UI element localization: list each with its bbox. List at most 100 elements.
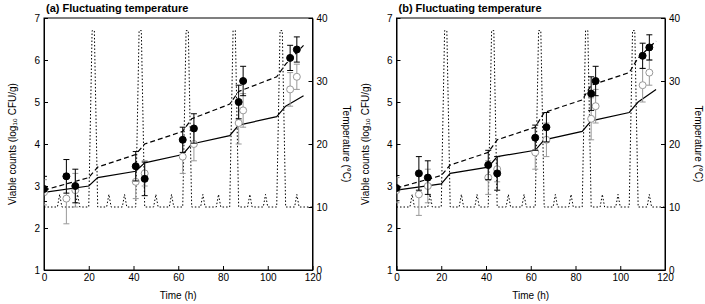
tick: 4 [34, 139, 48, 150]
error-bar [180, 127, 186, 152]
tick: 1 [387, 265, 401, 276]
plot-area [397, 31, 666, 216]
error-bar-segment [416, 156, 422, 157]
error-bar [640, 68, 646, 102]
data-point [179, 136, 186, 143]
error-bar-segment [425, 160, 431, 161]
error-bar-segment [287, 45, 293, 46]
data-point [240, 78, 247, 85]
data-point [141, 175, 148, 182]
error-bar [425, 161, 431, 195]
error-bar [416, 157, 422, 191]
tick-label: 20 [669, 139, 681, 150]
tick-label: 100 [612, 272, 629, 283]
tick: 40 [128, 266, 140, 283]
tick-label: 40 [128, 272, 140, 283]
series-line [397, 31, 666, 207]
y2-axis: 010203040 [661, 13, 681, 276]
tick: 40 [481, 266, 493, 283]
tick-label: 0 [42, 272, 48, 283]
error-bar-segment [593, 123, 599, 124]
tick-mark [661, 81, 665, 82]
tick-label: 4 [387, 139, 393, 150]
tick-label: 1 [387, 265, 393, 276]
error-bar-segment [494, 156, 500, 157]
tick: 3 [387, 181, 401, 192]
tick: 100 [260, 266, 277, 283]
chart-title: (a) Fluctuating temperature [46, 2, 188, 14]
x-axis-title: Time (h) [160, 290, 197, 301]
error-bar [532, 125, 538, 150]
data-point [532, 149, 539, 156]
tick-label: 2 [387, 223, 393, 234]
tick-mark [397, 144, 401, 145]
error-bar-segment [180, 152, 186, 153]
tick-mark [44, 270, 48, 271]
tick-mark [397, 60, 401, 61]
error-bar-segment [294, 62, 300, 63]
error-bar-segment [588, 139, 594, 140]
tick: 80 [218, 266, 230, 283]
error-bar-segment [646, 60, 652, 61]
data-point [287, 54, 294, 61]
tick: 2 [34, 223, 48, 234]
data-point [646, 44, 653, 51]
data-point [235, 99, 242, 106]
tick-mark [576, 266, 577, 270]
error-bar [294, 64, 300, 89]
tick-mark [44, 144, 48, 145]
data-point [485, 162, 492, 169]
y2-axis-title: Temperature (°C) [693, 106, 704, 183]
data-point [543, 124, 550, 131]
error-bar [593, 66, 599, 95]
tick: 80 [570, 266, 582, 283]
error-bar-segment [485, 179, 491, 180]
tick-mark [661, 18, 665, 19]
error-bar-segment [532, 150, 538, 151]
error-bar-segment [44, 176, 47, 177]
series-line [44, 96, 304, 193]
error-bar-segment [72, 207, 78, 208]
tick-mark [89, 266, 90, 270]
error-bar-segment [640, 102, 646, 103]
error-bar [287, 73, 293, 107]
tick: 30 [661, 76, 681, 87]
data-point [44, 185, 48, 192]
error-bar-segment [646, 60, 652, 61]
tick-label: 40 [317, 13, 329, 24]
chart-title: (b) Fluctuating temperature [399, 2, 542, 14]
error-bar-segment [543, 112, 549, 113]
tick: 20 [84, 266, 96, 283]
y-axis: 1234567 [34, 13, 48, 276]
chart-canvas: 0204060801001201234567010203040(a) Fluct… [0, 0, 705, 304]
error-bar-segment [485, 150, 491, 151]
error-bar [646, 60, 652, 85]
data-point [287, 86, 294, 93]
tick: 40 [309, 13, 329, 24]
tick-label: 3 [34, 181, 40, 192]
error-bar-segment [485, 194, 491, 195]
error-bar [236, 85, 242, 119]
y-axis-title: Viable counts (log₁₀ CFU/g) [360, 83, 371, 205]
data-point [592, 78, 599, 85]
error-bar-segment [133, 198, 139, 199]
data-point [190, 125, 197, 132]
error-bar-segment [532, 169, 538, 170]
error-bar-segment [425, 194, 431, 195]
error-bar-segment [44, 204, 47, 205]
tick-mark [661, 144, 665, 145]
panel: 0204060801001201234567010203040(b) Fluct… [360, 2, 705, 301]
error-bar-segment [191, 143, 197, 144]
tick-label: 100 [260, 272, 277, 283]
error-bar [485, 150, 491, 179]
x-axis: 020406080100120 [394, 266, 674, 283]
tick-label: 20 [317, 139, 329, 150]
error-bar [294, 37, 300, 62]
tick-label: 20 [84, 272, 96, 283]
error-bar-segment [72, 169, 78, 170]
error-bar-segment [142, 160, 148, 161]
tick: 0 [309, 265, 323, 276]
tick: 5 [34, 97, 48, 108]
tick-mark [44, 60, 48, 61]
tick-label: 40 [669, 13, 681, 24]
